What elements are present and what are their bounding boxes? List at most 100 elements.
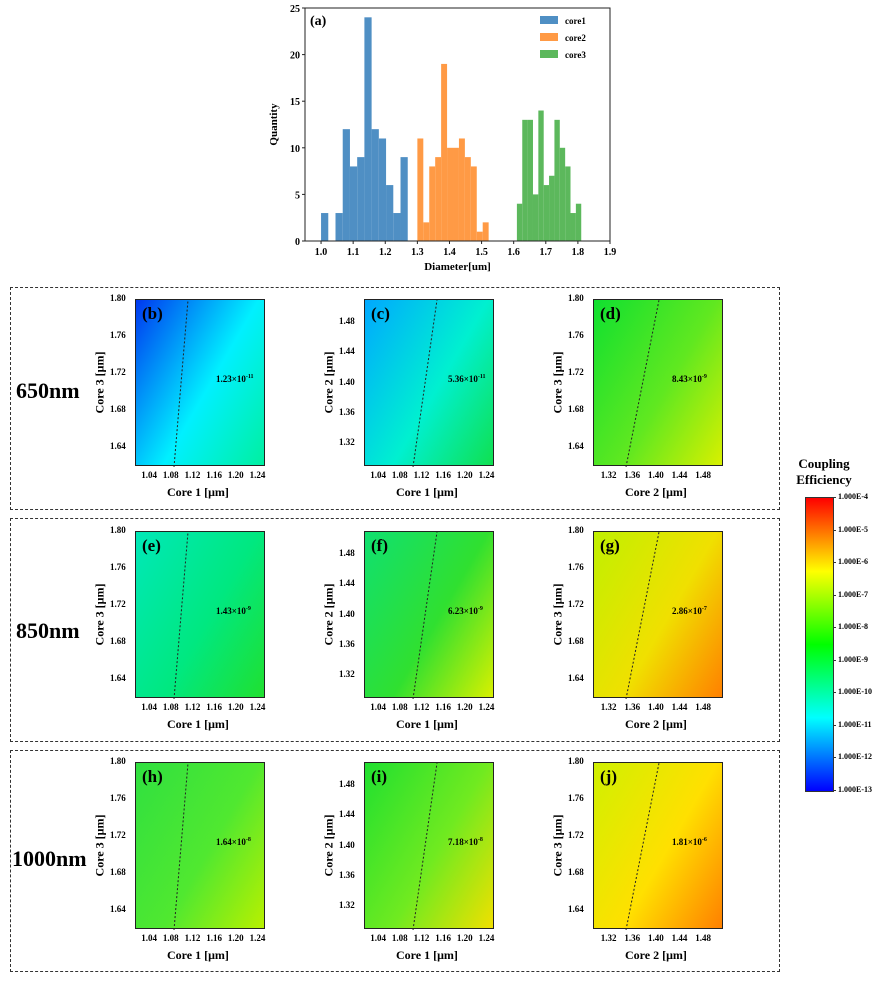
x-tick-label: 1.16 (435, 933, 451, 943)
y-axis-label: Core 3 [μm] (550, 814, 565, 877)
histogram-bar-core3 (538, 110, 544, 242)
colorbar-tick-label: 1.000E-5 (838, 524, 868, 534)
y-tick-label: 1.64 (568, 441, 584, 452)
x-tick-label: 1.44 (671, 470, 688, 480)
contour-value: 6.23×10 (448, 606, 478, 616)
y-axis-label: Core 3 [μm] (550, 351, 565, 414)
colorbar-tick-label: 1.000E-9 (838, 654, 868, 664)
contour-value-label: 1.64×10-8 (216, 837, 251, 847)
y-tick-label: 1.36 (339, 638, 355, 649)
x-tick-label: 1.12 (413, 470, 430, 480)
contour-line (412, 300, 438, 467)
x-tick-label: 1.04 (370, 470, 386, 480)
heatmap-panel: (i) 7.18×10-8 (364, 762, 494, 930)
colorbar-tick-mark (833, 692, 836, 694)
x-tick-label: 1.20 (456, 702, 473, 712)
row-box-650nm (10, 287, 780, 510)
contour-line (625, 763, 660, 930)
wavelength-label: 850nm (16, 618, 80, 643)
y-tick-label: 1.64 (568, 904, 584, 915)
x-tick-label: 1.08 (162, 470, 179, 480)
y-axis-label: Core 2 [μm] (321, 351, 336, 414)
colorbar-tick-mark (833, 724, 836, 726)
y-tick-label: 5 (295, 190, 300, 201)
x-tick-label: 1.08 (162, 702, 179, 712)
histogram-bar-core3 (549, 175, 555, 241)
y-axis-label: Core 3 [μm] (92, 814, 107, 877)
histogram-bar-core2 (417, 138, 424, 241)
contour-value-label: 1.23×10-11 (216, 374, 254, 384)
y-tick-label: 1.80 (110, 756, 126, 766)
histogram-bar-core3 (516, 203, 523, 241)
x-tick-label: 1.12 (184, 702, 201, 712)
heatmap-panel: (g) 2.86×10-7 (593, 531, 723, 699)
y-tick-label: 1.72 (110, 599, 126, 610)
y-tick-label: 1.44 (339, 346, 355, 357)
y-tick-label: 1.68 (568, 636, 584, 647)
x-tick-label: 1.3 (411, 247, 424, 258)
y-tick-label: 1.48 (339, 315, 355, 326)
contour-value: 7.18×10 (448, 837, 478, 847)
panel-label: (j) (600, 767, 617, 786)
y-tick-label: 1.64 (110, 904, 126, 915)
y-tick-label: 1.32 (339, 669, 355, 680)
y-tick-label: 1.36 (339, 406, 355, 417)
y-tick-label: 1.72 (568, 599, 584, 610)
contour-value-label: 5.36×10-11 (448, 374, 486, 384)
contour-exponent: -11 (477, 374, 486, 380)
x-axis-label: Core 2 [μm] (625, 948, 687, 962)
x-tick-label: 1.32 (600, 933, 617, 943)
plot-frame (304, 7, 611, 242)
histogram-bar-core1 (393, 213, 401, 241)
y-axis-label: Core 2 [μm] (321, 814, 336, 877)
y-tick-label: 1.72 (110, 367, 126, 378)
contour-value-label: 8.43×10-9 (672, 374, 707, 384)
y-tick-label: 1.40 (339, 376, 355, 387)
contour-line (625, 300, 660, 467)
histogram-bar-core3 (570, 213, 576, 241)
contour-exponent: -9 (245, 606, 251, 612)
x-tick-label: 1.20 (227, 702, 244, 712)
y-tick-label: 1.48 (339, 547, 355, 558)
contour-value: 8.43×10 (672, 374, 702, 384)
panel-label: (g) (600, 536, 620, 555)
x-tick-label: 1.24 (249, 470, 266, 480)
x-tick-label: 1.48 (695, 933, 712, 943)
x-axis-label: Core 1 [μm] (396, 717, 458, 731)
x-tick-label: 1.08 (391, 702, 408, 712)
x-tick-label: 1.36 (624, 470, 641, 480)
x-tick-label: 1.8 (572, 247, 585, 258)
contour-value: 2.86×10 (672, 606, 702, 616)
y-tick-label: 1.80 (568, 525, 584, 535)
x-tick-label: 1.44 (671, 702, 688, 712)
contour-exponent: -11 (245, 374, 254, 380)
colorbar-tick-mark (833, 562, 836, 564)
y-axis-label: Core 2 [μm] (321, 583, 336, 646)
histogram-bar-core2 (470, 166, 477, 241)
x-tick-label: 1.16 (435, 470, 451, 480)
y-tick-label: 1.32 (339, 437, 355, 448)
y-tick-label: 1.72 (568, 367, 584, 378)
contour-value: 1.81×10 (672, 837, 702, 847)
colorbar-tick-mark (833, 627, 836, 629)
x-tick-label: 1.16 (206, 470, 222, 480)
x-tick-label: 1.24 (478, 933, 495, 943)
x-tick-label: 1.24 (249, 702, 266, 712)
histogram-bar-core1 (357, 157, 365, 241)
x-tick-label: 1.0 (315, 247, 328, 258)
histogram-bar-core3 (575, 203, 582, 241)
histogram-bar-core1 (335, 213, 343, 241)
x-tick-label: 1.40 (648, 702, 664, 712)
contour-exponent: -9 (701, 374, 707, 380)
y-tick-label: 1.68 (568, 867, 584, 878)
heatmap-panel: (b) 1.23×10-11 (135, 299, 265, 467)
x-tick-label: 1.36 (624, 702, 641, 712)
colorbar-tick-label: 1.000E-4 (838, 492, 868, 501)
x-tick-label: 1.20 (456, 470, 473, 480)
x-tick-label: 1.24 (249, 933, 266, 943)
x-tick-label: 1.04 (141, 470, 157, 480)
x-tick-label: 1.4 (443, 247, 456, 258)
colorbar-tick-label: 1.000E-12 (838, 752, 872, 762)
x-tick-label: 1.12 (184, 470, 201, 480)
legend-label: core2 (565, 33, 586, 43)
